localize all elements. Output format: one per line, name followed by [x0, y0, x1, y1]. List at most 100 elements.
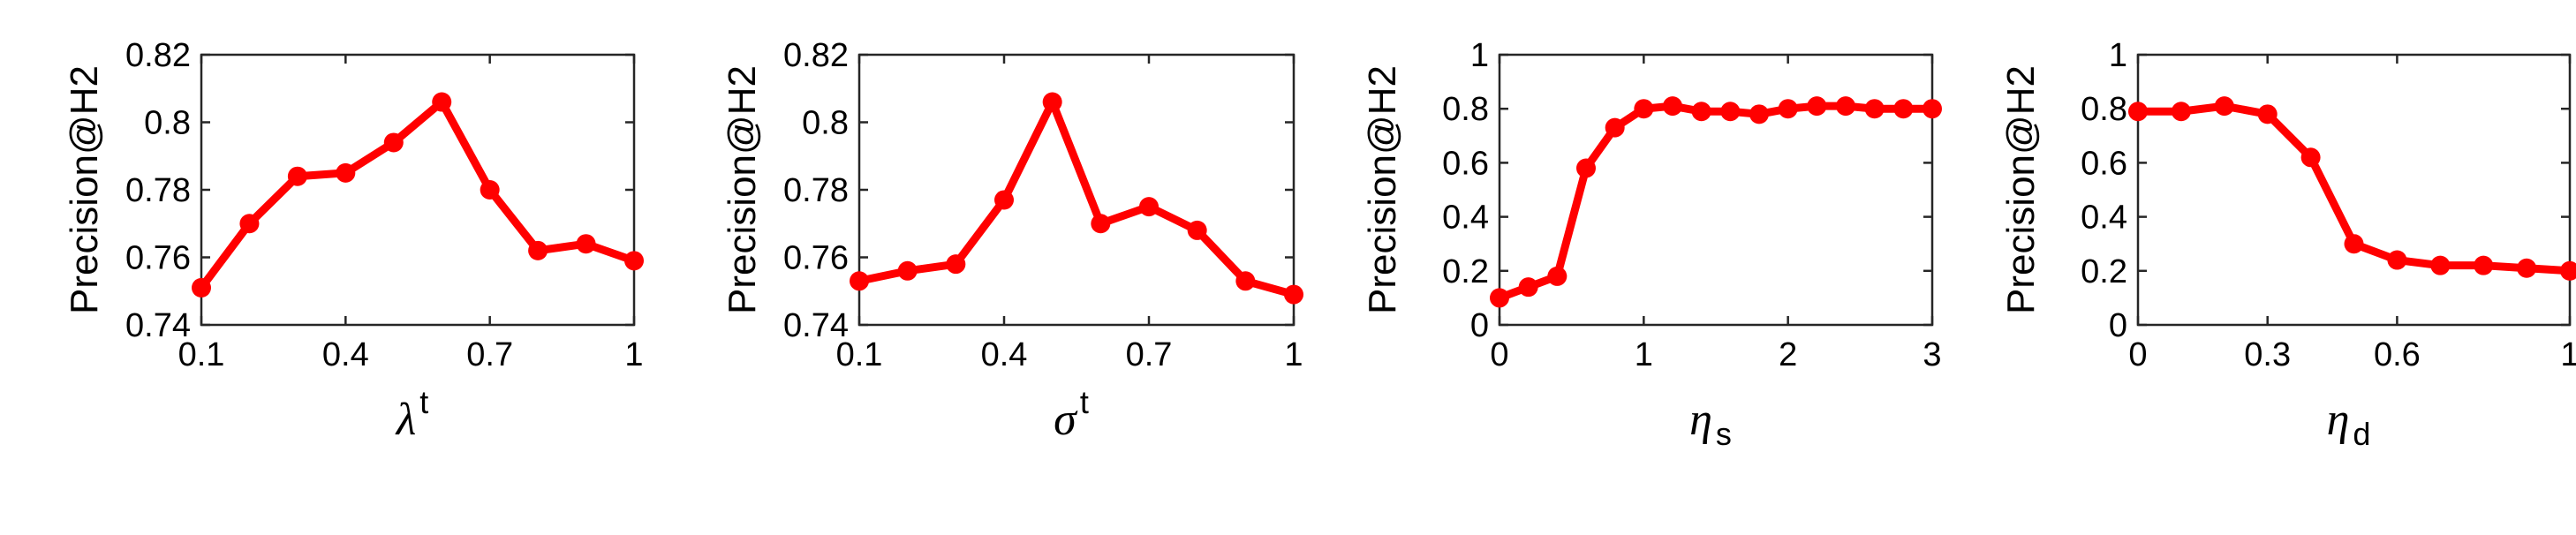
- data-point: [239, 214, 260, 234]
- data-point: [1923, 99, 1942, 119]
- x-tick-label: 1: [1635, 336, 1653, 373]
- data-point: [1284, 284, 1303, 305]
- data-point: [1605, 117, 1625, 138]
- y-tick-label: 1: [1470, 37, 1489, 74]
- data-point: [576, 234, 596, 254]
- y-tick-label: 0.78: [783, 172, 849, 209]
- data-point: [850, 271, 869, 291]
- x-tick-label: 3: [1923, 336, 1941, 373]
- x-tick-label: 2: [1779, 336, 1797, 373]
- x-tick-label: 0.4: [322, 336, 369, 373]
- y-axis-label: Precision@H2: [721, 65, 764, 314]
- x-axis-script: d: [2353, 416, 2370, 452]
- y-axis-label: Precision@H2: [1999, 65, 2043, 314]
- y-tick-label: 0.4: [1442, 200, 1489, 237]
- data-point: [1836, 96, 1855, 117]
- y-tick-label: 0.74: [783, 307, 849, 344]
- x-tick-label: 0.3: [2244, 336, 2291, 373]
- y-tick-label: 0.6: [2081, 145, 2127, 182]
- x-tick-label: 1: [2560, 336, 2576, 373]
- data-point: [2214, 96, 2234, 117]
- y-tick-label: 0.76: [783, 240, 849, 277]
- y-axis-label: Precision@H2: [1361, 65, 1404, 314]
- data-point: [946, 254, 966, 275]
- data-point: [1187, 220, 1207, 240]
- data-point: [2128, 102, 2148, 122]
- y-tick-label: 0.4: [2081, 200, 2127, 237]
- data-point: [1235, 271, 1256, 291]
- x-axis-symbol: η: [2327, 395, 2350, 445]
- series-line: [1495, 102, 1937, 302]
- chart-panel-1: 0.74 0.76 0.78 0.8 0.82 0.1 0.4 0.7 1 Precision@H…: [63, 37, 644, 445]
- axes-frame: [1498, 53, 1934, 327]
- y-tick-label: 0.82: [125, 37, 191, 74]
- y-tick-label: 0.2: [1442, 253, 1489, 290]
- x-tick-label: 0.1: [178, 336, 225, 373]
- data-point: [1720, 102, 1741, 122]
- data-point: [1042, 92, 1062, 112]
- data-point: [2474, 255, 2494, 275]
- data-point: [2300, 147, 2321, 168]
- y-tick-label: 0.8: [144, 105, 191, 142]
- data-point: [1634, 99, 1654, 119]
- y-tick-label: 1: [2109, 37, 2127, 74]
- data-point: [432, 92, 452, 112]
- data-point: [1864, 99, 1885, 119]
- x-axis-script: s: [1716, 416, 1732, 452]
- data-point: [2171, 102, 2191, 122]
- x-tick-label: 0.7: [466, 336, 513, 373]
- x-axis-symbol: λ: [395, 395, 417, 445]
- axes-frame: [2136, 53, 2572, 327]
- data-point: [2517, 258, 2537, 278]
- data-point: [480, 180, 500, 200]
- data-point: [1139, 197, 1159, 217]
- data-point: [624, 251, 644, 271]
- y-tick-label: 0.2: [2081, 253, 2127, 290]
- data-point: [1091, 214, 1111, 234]
- data-point: [994, 190, 1014, 210]
- x-tick-label: 0.6: [2374, 336, 2421, 373]
- x-axis-symbol: η: [1689, 395, 1712, 445]
- series-line: [197, 98, 638, 292]
- y-tick-label: 0.78: [125, 172, 191, 209]
- x-tick-label: 0.4: [981, 336, 1028, 373]
- data-point: [1893, 99, 1914, 119]
- data-point: [897, 260, 918, 281]
- data-point: [1518, 277, 1538, 298]
- data-point: [192, 277, 211, 298]
- x-tick-label: 0.1: [836, 336, 883, 373]
- data-point: [1663, 96, 1682, 117]
- y-tick-label: 0.8: [2081, 91, 2127, 128]
- series-line: [855, 98, 1298, 299]
- axes-frame: [857, 53, 1296, 327]
- data-point: [2344, 234, 2364, 254]
- chart-panel-2: 0.74 0.76 0.78 0.8 0.82 0.1 0.4 0.7 1 Precision@H…: [721, 37, 1303, 445]
- data-point: [528, 240, 548, 260]
- x-tick-label: 0.7: [1126, 336, 1173, 373]
- y-tick-label: 0.8: [802, 105, 849, 142]
- data-point: [1576, 158, 1596, 178]
- x-axis-symbol: σ: [1054, 395, 1078, 445]
- data-point: [2430, 255, 2451, 275]
- data-point: [1749, 104, 1769, 124]
- x-tick-label: 0: [1490, 336, 1508, 373]
- x-tick-label: 1: [1284, 336, 1303, 373]
- data-point: [287, 166, 307, 186]
- data-point: [1490, 288, 1509, 308]
- data-point: [2560, 260, 2576, 281]
- data-point: [1778, 99, 1798, 119]
- chart-panel-3: 0 0.2 0.4 0.6 0.8 1 0 1 2 3 Precision@H2 η s: [1361, 37, 1942, 452]
- y-tick-label: 0.8: [1442, 91, 1489, 128]
- x-tick-label: 1: [624, 336, 643, 373]
- x-axis-script: t: [1080, 384, 1089, 420]
- y-tick-label: 0.74: [125, 307, 191, 344]
- data-point: [383, 132, 404, 153]
- y-tick-label: 0: [1470, 307, 1489, 344]
- x-axis-script: t: [419, 384, 428, 420]
- data-point: [1547, 266, 1568, 286]
- y-tick-label: 0.82: [783, 37, 849, 74]
